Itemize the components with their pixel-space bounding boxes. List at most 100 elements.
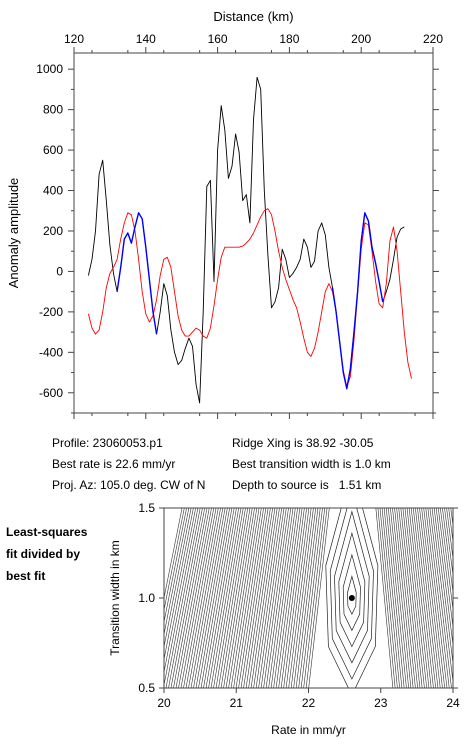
contour-frame bbox=[163, 507, 454, 689]
fit-window-line bbox=[331, 212, 384, 390]
contour-line bbox=[461, 508, 467, 688]
contour-line bbox=[185, 508, 219, 688]
contour-line bbox=[421, 508, 443, 688]
contour-line bbox=[433, 508, 453, 666]
contour-line bbox=[170, 508, 206, 688]
x-axis-title: Rate in mm/yr bbox=[271, 723, 346, 737]
x-tick-label: 20 bbox=[157, 696, 171, 710]
contour-line bbox=[215, 508, 246, 688]
contour-line bbox=[268, 508, 294, 688]
contour-line bbox=[233, 508, 262, 688]
y-tick-label: 0 bbox=[56, 264, 63, 278]
contour-line bbox=[437, 508, 453, 630]
contour-line bbox=[263, 508, 289, 688]
x-tick-label: 24 bbox=[446, 696, 460, 710]
contour-line bbox=[200, 508, 233, 688]
contour-line bbox=[444, 508, 453, 578]
contour-line bbox=[275, 508, 301, 688]
contour-line bbox=[435, 508, 453, 648]
contour-line bbox=[228, 508, 258, 688]
y-tick-label: 0.5 bbox=[138, 681, 155, 695]
contour-line bbox=[396, 508, 416, 688]
projection-azimuth-label: Proj. Az: 105.0 deg. CW of N bbox=[52, 478, 206, 492]
contour-line bbox=[248, 508, 276, 688]
y-tick-label: 1.5 bbox=[138, 501, 155, 515]
contour-line bbox=[183, 508, 217, 688]
contour-line bbox=[255, 508, 283, 688]
contour-line bbox=[198, 508, 230, 688]
best-rate-label: Best rate is 22.6 mm/yr bbox=[52, 457, 176, 471]
y-axis-title: Transition width in km bbox=[108, 540, 122, 656]
anomaly-profile-chart: 120 140 160 180 200 220 -600 -400 -200 0 200 400 600… bbox=[6, 9, 443, 419]
y-tick-label: -400 bbox=[39, 345, 63, 359]
contour-line bbox=[190, 508, 224, 688]
contour-line bbox=[440, 508, 453, 613]
contour-line bbox=[173, 508, 208, 688]
contour-line bbox=[235, 508, 264, 688]
x-tick-label: 200 bbox=[351, 32, 371, 46]
y-tick-label: 1000 bbox=[36, 62, 63, 76]
contour-line bbox=[240, 508, 269, 688]
contour-line bbox=[383, 508, 403, 688]
contour-line bbox=[164, 508, 183, 600]
contour-lines bbox=[164, 508, 467, 688]
contour-ring bbox=[334, 510, 370, 664]
contour-line bbox=[175, 508, 210, 688]
plot-frame bbox=[73, 52, 434, 414]
contour-line bbox=[243, 508, 271, 688]
contour-line bbox=[193, 508, 226, 688]
y-tick-label: -200 bbox=[39, 305, 63, 319]
contour-line bbox=[178, 508, 212, 688]
contour-line bbox=[165, 508, 201, 688]
y-tick-label: 800 bbox=[43, 103, 63, 117]
contour-line bbox=[408, 508, 430, 688]
contour-line bbox=[180, 508, 215, 688]
contour-line bbox=[250, 508, 278, 688]
source-depth-label: Depth to source is 1.51 km bbox=[232, 478, 382, 492]
contour-line bbox=[305, 508, 328, 688]
contour-line bbox=[223, 508, 253, 688]
contour-line bbox=[410, 508, 432, 688]
contour-ring bbox=[347, 575, 357, 615]
x-tick-label: 160 bbox=[208, 32, 228, 46]
contour-line bbox=[280, 508, 305, 688]
contour-line bbox=[425, 508, 448, 688]
contour-line bbox=[412, 508, 434, 688]
contour-line bbox=[377, 508, 396, 688]
x-tick-label: 220 bbox=[423, 32, 443, 46]
contour-line bbox=[442, 508, 453, 595]
fit-window-line bbox=[116, 212, 158, 335]
contour-ring bbox=[338, 531, 366, 648]
contour-line bbox=[290, 508, 314, 688]
contour-line bbox=[188, 508, 221, 688]
contour-line bbox=[208, 508, 239, 688]
contour-line bbox=[404, 508, 425, 688]
contour-ring bbox=[342, 553, 361, 632]
contour-line bbox=[431, 508, 453, 685]
contour-line bbox=[303, 508, 326, 688]
contour-line bbox=[245, 508, 273, 688]
contour-ring bbox=[329, 508, 374, 680]
contour-line bbox=[457, 508, 467, 688]
contour-line bbox=[273, 508, 298, 688]
contour-line bbox=[308, 508, 330, 688]
contour-line bbox=[205, 508, 237, 688]
y-tick-label: 600 bbox=[43, 143, 63, 157]
x-axis-title: Distance (km) bbox=[213, 9, 293, 24]
contour-line bbox=[285, 508, 310, 688]
y-tick-label: 400 bbox=[43, 184, 63, 198]
contour-line bbox=[164, 508, 199, 687]
contour-line bbox=[394, 508, 414, 688]
contour-line bbox=[406, 508, 427, 688]
contour-line bbox=[417, 508, 439, 688]
contour-line bbox=[168, 508, 203, 688]
contour-line bbox=[210, 508, 242, 688]
contour-line bbox=[298, 508, 321, 688]
x-tick-label: 180 bbox=[279, 32, 299, 46]
contour-line bbox=[379, 508, 398, 688]
contour-line bbox=[164, 508, 185, 612]
contour-line bbox=[459, 508, 467, 688]
contour-line bbox=[203, 508, 235, 688]
contour-line bbox=[278, 508, 303, 688]
